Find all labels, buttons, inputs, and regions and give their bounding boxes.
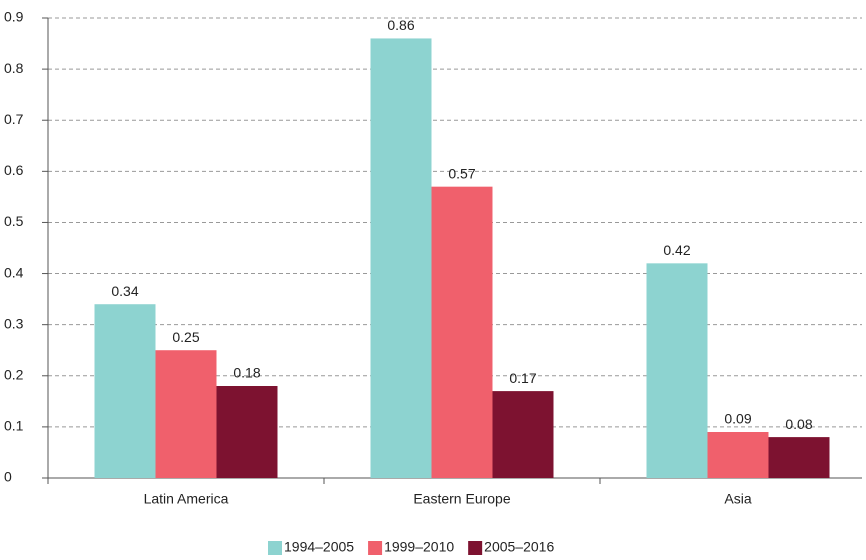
value-label: 0.17 [509,370,536,386]
legend-swatch [468,541,483,555]
bar [216,386,278,478]
bar [646,263,708,478]
x-tick-label: Asia [724,491,751,507]
x-tick-label: Eastern Europe [413,491,510,507]
y-tick-label: 0 [4,469,12,485]
value-label: 0.09 [724,411,751,427]
bar [370,38,432,478]
y-tick-label: 0.2 [4,366,24,382]
legend-label: 1999–2010 [384,539,454,555]
y-tick-label: 0.6 [4,162,24,178]
y-tick-label: 0.5 [4,213,24,229]
bar [94,304,156,478]
value-label: 0.08 [785,416,812,432]
legend: 1994–2005 1999–2010 2005–2016 [268,539,554,555]
y-tick-label: 0.8 [4,60,24,76]
bar [431,186,493,478]
bar [155,350,217,478]
value-label: 0.42 [663,242,690,258]
value-label: 0.86 [387,17,414,33]
y-tick-label: 0.1 [4,418,24,434]
bar [707,432,769,478]
legend-swatch [368,541,383,555]
bar [492,391,554,478]
value-label: 0.57 [448,165,475,181]
legend-label: 1994–2005 [284,539,354,555]
y-tick-label: 0.3 [4,315,24,331]
x-tick-label: Latin America [144,491,229,507]
value-label: 0.34 [111,283,138,299]
value-label: 0.18 [233,365,260,381]
y-tick-label: 0.9 [4,9,24,25]
legend-swatch [268,541,282,555]
y-tick-label: 0.7 [4,111,24,127]
y-tick-label: 0.4 [4,264,24,280]
legend-label: 2005–2016 [484,539,554,555]
value-label: 0.25 [172,329,199,345]
bar [768,437,830,478]
